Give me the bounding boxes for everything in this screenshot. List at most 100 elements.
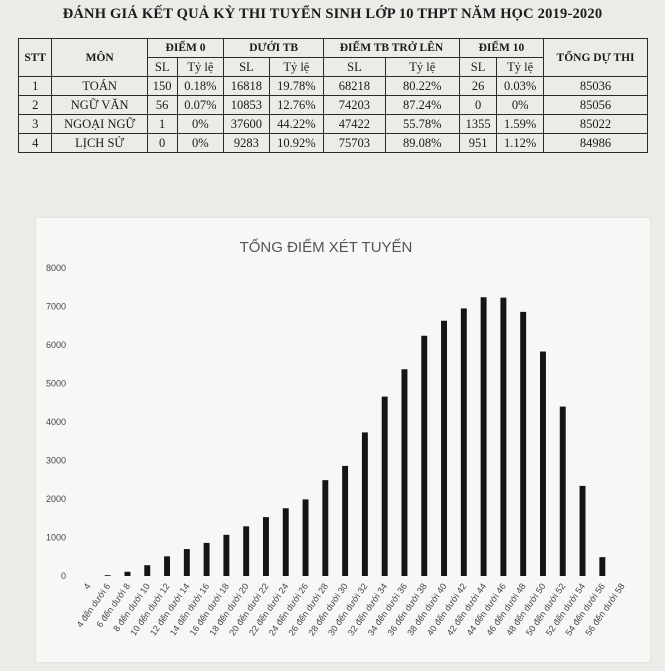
y-tick-label: 8000	[46, 263, 66, 273]
bar	[302, 499, 309, 576]
cell-ttb-tl: 89.08%	[384, 133, 460, 153]
bar	[342, 465, 349, 576]
cell-ttb-sl: 47422	[323, 114, 386, 134]
cell-dtb-tl: 12.76%	[268, 95, 325, 115]
bar	[381, 396, 388, 576]
cell-ttb-tl: 55.78%	[384, 114, 460, 134]
bar	[500, 297, 507, 576]
cell-dtb-sl: 10853	[223, 95, 270, 115]
bar	[183, 549, 190, 576]
sub-tyle: Tỷ lệ	[496, 57, 545, 77]
table-row: 3 NGOẠI NGỮ 1 0% 37600 44.22% 47422 55.7…	[17, 114, 648, 134]
bar	[203, 542, 210, 576]
bar	[539, 351, 546, 576]
x-axis: 44 đến dưới 66 đến dưới 88 đến dưới 1010…	[75, 581, 627, 637]
bar	[104, 575, 111, 576]
sub-sl: SL	[458, 57, 498, 77]
sub-sl: SL	[146, 57, 178, 77]
y-axis: 0 1000 2000 3000 4000 5000 6000 7000 8000	[46, 263, 66, 581]
chart-title: TỔNG ĐIỂM XÉT TUYỂN	[240, 238, 413, 256]
bar	[164, 556, 171, 576]
cell-d0-sl: 150	[146, 76, 178, 96]
bar	[579, 485, 586, 576]
bar-chart: TỔNG ĐIỂM XÉT TUYỂN 0 1000 2000 3000 4000 500…	[46, 238, 627, 638]
bar	[401, 369, 408, 576]
y-tick-label: 5000	[46, 379, 66, 389]
col-duoitb: DƯỚI TB	[223, 38, 325, 58]
cell-stt: 4	[17, 133, 53, 153]
cell-ttb-sl: 75703	[323, 133, 386, 153]
cell-ttb-sl: 68218	[323, 76, 386, 96]
col-trentb: ĐIỂM TB TRỞ LÊN	[323, 38, 460, 58]
cell-ttb-tl: 80.22%	[384, 76, 460, 96]
col-tong: TỔNG DỰ THI	[543, 38, 648, 77]
cell-dtb-tl: 19.78%	[268, 76, 325, 96]
cell-d10-sl: 951	[458, 133, 498, 153]
cell-dtb-sl: 16818	[223, 76, 270, 96]
cell-d10-tl: 1.12%	[496, 133, 545, 153]
col-mon: MÔN	[51, 38, 148, 77]
cell-d0-sl: 1	[146, 114, 178, 134]
cell-d10-sl: 0	[458, 95, 498, 115]
cell-d10-sl: 26	[458, 76, 498, 96]
cell-mon: NGỮ VĂN	[51, 95, 148, 115]
chart-card: TỔNG ĐIỂM XÉT TUYỂN 0 1000 2000 3000 4000 500…	[36, 218, 650, 662]
cell-d10-tl: 1.59%	[496, 114, 545, 134]
cell-d0-sl: 56	[146, 95, 178, 115]
cell-dtb-tl: 44.22%	[268, 114, 325, 134]
cell-ttb-tl: 87.24%	[384, 95, 460, 115]
bar	[282, 508, 289, 576]
bar	[460, 308, 467, 576]
bar	[223, 534, 230, 576]
cell-dtb-tl: 10.92%	[268, 133, 325, 153]
bar	[124, 571, 131, 576]
cell-dtb-sl: 37600	[223, 114, 270, 134]
bar	[559, 406, 566, 576]
bar	[421, 335, 428, 576]
bar	[361, 432, 368, 576]
cell-tong: 85056	[543, 95, 648, 115]
cell-tong: 85036	[543, 76, 648, 96]
y-tick-label: 7000	[46, 302, 66, 312]
y-tick-label: 0	[61, 571, 66, 581]
cell-mon: NGOẠI NGỮ	[51, 114, 148, 134]
bar	[599, 557, 606, 576]
sub-tyle: Tỷ lệ	[176, 57, 225, 77]
cell-tong: 84986	[543, 133, 648, 153]
col-stt: STT	[17, 38, 53, 77]
bars	[104, 297, 606, 576]
col-diem10: ĐIỂM 10	[458, 38, 545, 58]
cell-d0-tl: 0%	[176, 133, 225, 153]
bar	[144, 565, 151, 576]
y-tick-label: 2000	[46, 494, 66, 504]
cell-mon: LỊCH SỬ	[51, 133, 148, 153]
table-row: 2 NGỮ VĂN 56 0.07% 10853 12.76% 74203 87…	[17, 95, 648, 115]
table-row: 1 TOÁN 150 0.18% 16818 19.78% 68218 80.2…	[17, 76, 648, 96]
bar	[262, 517, 269, 576]
cell-tong: 85022	[543, 114, 648, 134]
cell-stt: 3	[17, 114, 53, 134]
sub-sl: SL	[223, 57, 270, 77]
x-tick-label: 4	[81, 581, 92, 591]
y-tick-label: 4000	[46, 417, 66, 427]
bar	[480, 297, 487, 576]
cell-d10-sl: 1355	[458, 114, 498, 134]
cell-d0-tl: 0.18%	[176, 76, 225, 96]
bar	[322, 480, 329, 576]
sub-tyle: Tỷ lệ	[384, 57, 460, 77]
cell-d0-sl: 0	[146, 133, 178, 153]
bar	[243, 526, 250, 576]
col-diem0: ĐIỂM 0	[146, 38, 225, 58]
cell-d10-tl: 0%	[496, 95, 545, 115]
cell-stt: 2	[17, 95, 53, 115]
cell-dtb-sl: 9283	[223, 133, 270, 153]
sub-sl: SL	[323, 57, 386, 77]
cell-d10-tl: 0.03%	[496, 76, 545, 96]
y-tick-label: 3000	[46, 456, 66, 466]
cell-stt: 1	[17, 76, 53, 96]
y-tick-label: 1000	[46, 533, 66, 543]
cell-d0-tl: 0.07%	[176, 95, 225, 115]
y-tick-label: 6000	[46, 340, 66, 350]
page-title: ĐÁNH GIÁ KẾT QUẢ KỲ THI TUYỂN SINH LỚP 1…	[62, 6, 603, 22]
bar	[520, 311, 527, 576]
